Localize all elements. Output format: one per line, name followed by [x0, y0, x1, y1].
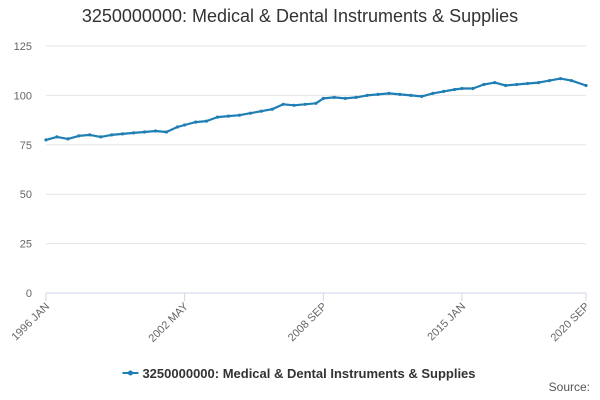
data-point	[153, 129, 158, 133]
source-label: Source:	[548, 380, 590, 394]
x-tick-label: 2020 SEP	[549, 301, 593, 345]
data-point	[321, 96, 325, 100]
data-point	[547, 79, 552, 83]
data-point	[387, 91, 391, 95]
series-line-path	[45, 77, 587, 141]
y-tick-label: 75	[20, 140, 32, 152]
data-point	[558, 77, 563, 81]
data-point	[584, 83, 588, 88]
chart-title: 3250000000: Medical & Dental Instruments…	[81, 6, 519, 26]
data-point	[537, 81, 541, 85]
data-point	[55, 135, 59, 139]
data-point	[270, 107, 274, 111]
y-tick-label: 125	[14, 41, 32, 53]
data-point	[442, 89, 446, 93]
y-tick-label: 0	[26, 288, 32, 300]
data-point	[88, 133, 92, 137]
data-point	[569, 79, 574, 83]
data-point	[164, 130, 168, 134]
data-point	[515, 82, 519, 87]
data-point	[77, 134, 81, 138]
data-point	[482, 82, 486, 87]
data-point	[409, 93, 413, 97]
data-point	[281, 102, 285, 106]
legend-label: 3250000000: Medical & Dental Instruments…	[142, 366, 475, 381]
x-tick-label: 2002 MAY	[147, 300, 192, 345]
data-point	[292, 103, 296, 107]
data-point	[398, 92, 402, 96]
data-point	[110, 133, 114, 137]
x-tick-label: 2015 JAN	[425, 301, 468, 344]
data-point	[204, 119, 209, 123]
x-tick-labels: 1996 JAN 2002 MAY 2008 SEP 2015 JAN 2020 SEP	[9, 300, 592, 345]
data-point	[431, 91, 435, 95]
data-point	[215, 115, 220, 119]
y-tick-labels: 0 25 50 75 100 125	[14, 41, 32, 300]
data-point	[303, 102, 307, 106]
y-tick-label: 50	[20, 189, 32, 201]
legend-marker	[127, 370, 133, 376]
data-point	[314, 101, 318, 105]
data-point	[237, 113, 241, 117]
data-point	[226, 114, 230, 118]
data-point	[44, 138, 48, 142]
data-point	[332, 95, 336, 99]
data-point	[420, 94, 424, 98]
data-point	[66, 137, 70, 141]
data-point	[183, 123, 187, 127]
data-point	[471, 86, 475, 91]
legend[interactable]: 3250000000: Medical & Dental Instruments…	[122, 366, 476, 381]
data-point	[493, 81, 497, 85]
grid-lines	[46, 45, 586, 245]
data-point	[99, 135, 103, 139]
data-point	[175, 125, 179, 129]
axes	[45, 292, 587, 301]
series-line	[44, 77, 588, 142]
data-point	[194, 120, 198, 124]
data-point	[365, 93, 369, 97]
data-point	[460, 86, 464, 91]
x-tick-label: 2008 SEP	[286, 301, 330, 345]
data-point	[142, 130, 147, 134]
data-point	[259, 109, 263, 113]
data-point	[376, 92, 380, 96]
data-point	[526, 81, 530, 86]
data-point	[248, 111, 252, 115]
y-tick-label: 100	[14, 90, 32, 102]
data-point	[121, 132, 125, 136]
data-point	[453, 87, 457, 92]
data-point	[132, 131, 136, 135]
data-point	[504, 83, 508, 88]
data-point	[354, 95, 358, 99]
data-point	[343, 96, 347, 100]
x-tick-label: 1996 JAN	[9, 301, 52, 344]
y-tick-label: 25	[20, 239, 32, 251]
